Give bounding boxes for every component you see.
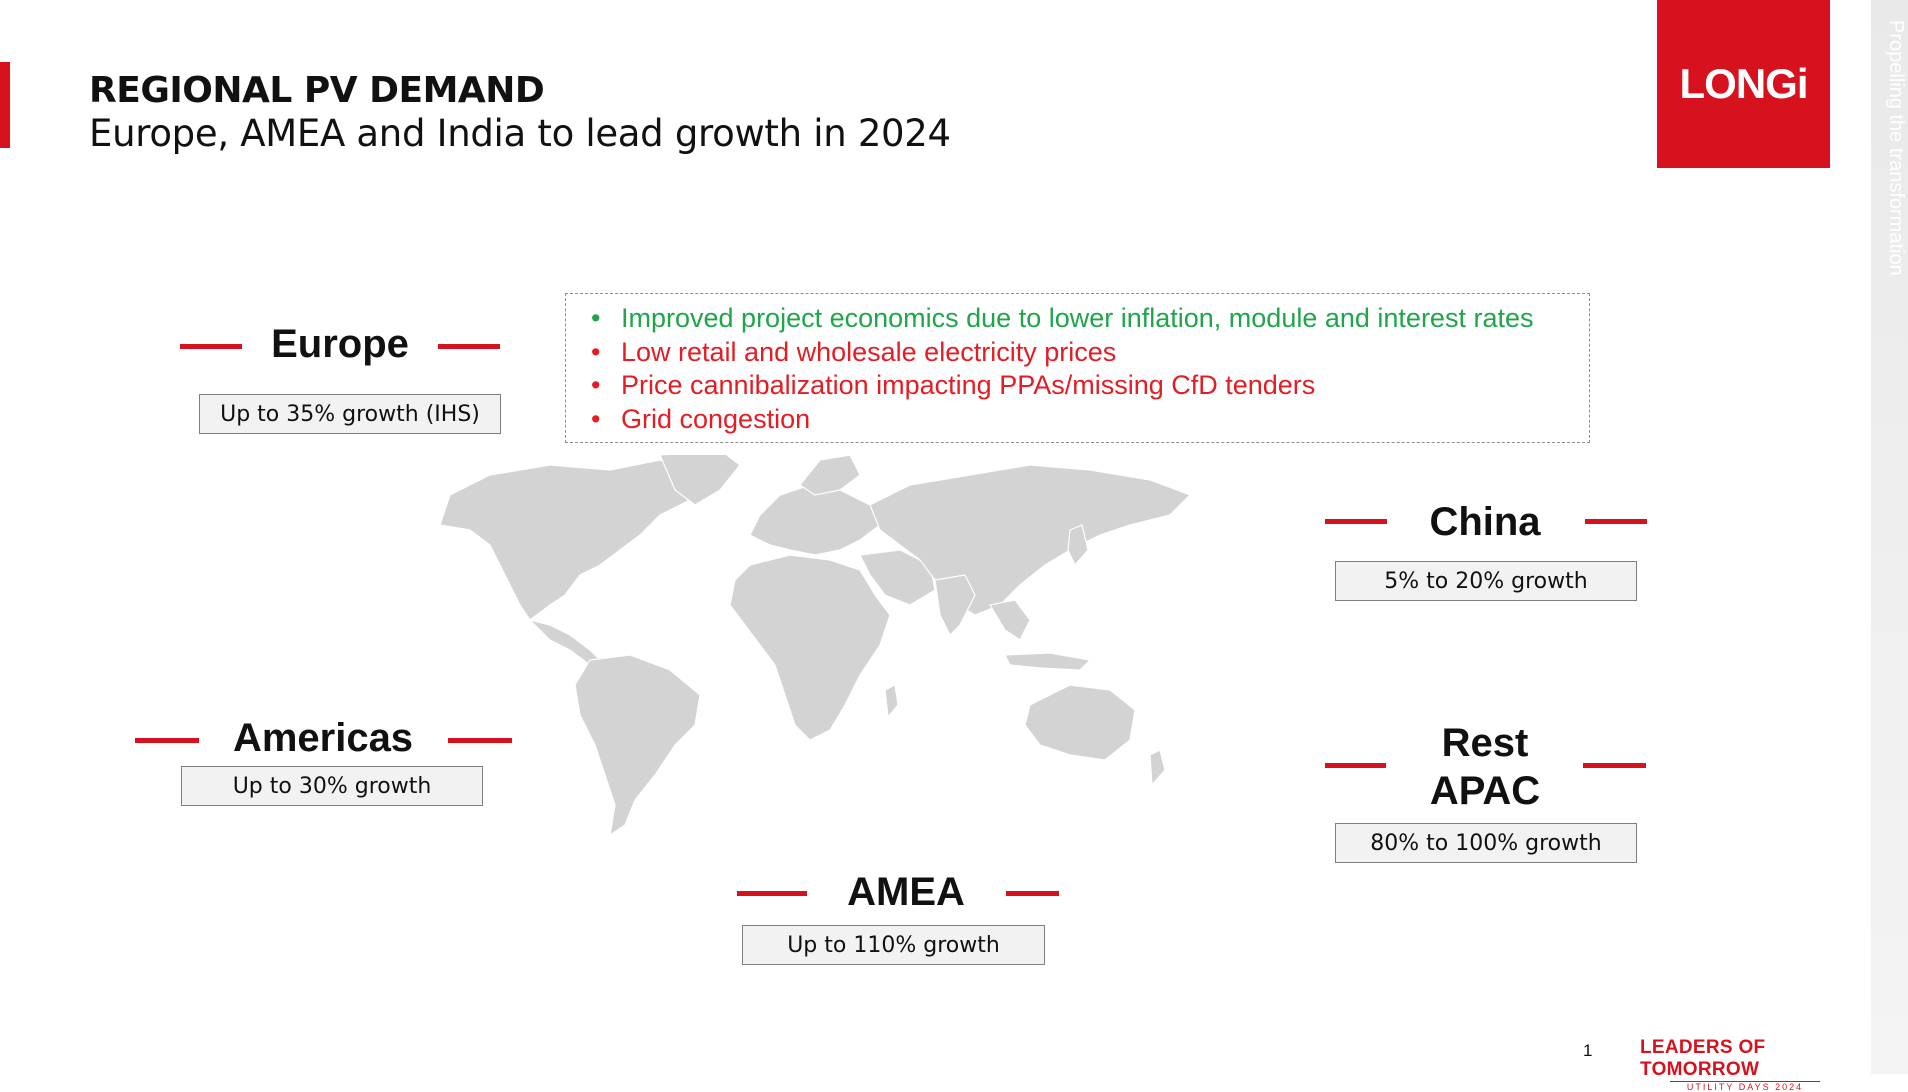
americas-dash-right xyxy=(448,738,512,743)
event-logo-main: LEADERS OF TOMORROW xyxy=(1640,1037,1766,1080)
page-subtitle: Europe, AMEA and India to lead growth in… xyxy=(89,112,951,155)
callout-item: • Grid congestion xyxy=(591,403,811,434)
middle-east-shape xyxy=(859,549,936,606)
amea-dash-right xyxy=(1006,891,1059,896)
region-title-americas: Americas xyxy=(232,716,414,760)
europe-drivers-callout: • Improved project economics due to lower… xyxy=(565,293,1590,443)
americas-dash-left xyxy=(135,738,199,743)
rest-apac-line1: Rest xyxy=(1441,721,1529,765)
side-tagline: Propelling the transformation xyxy=(1885,20,1907,276)
apac-growth-text: 80% to 100% growth xyxy=(1370,830,1602,856)
callout-item: • Improved project economics due to lower… xyxy=(591,303,1534,333)
china-growth-text: 5% to 20% growth xyxy=(1384,568,1588,594)
china-dash-right xyxy=(1585,519,1647,524)
china-dash-left xyxy=(1325,519,1387,524)
madagascar-shape xyxy=(884,684,899,719)
callout-item-text: Low retail and wholesale electricity pri… xyxy=(621,336,1117,367)
central-america-shape xyxy=(528,618,602,666)
region-title-rest-apac: Rest APAC xyxy=(1400,719,1570,815)
callout-item-text: Improved project economics due to lower … xyxy=(621,303,1534,333)
longi-logo: LONGi xyxy=(1657,0,1830,168)
amea-growth-text: Up to 110% growth xyxy=(787,932,1000,958)
china-growth-badge: 5% to 20% growth xyxy=(1335,561,1637,601)
europe-dash-right xyxy=(438,344,500,349)
amea-dash-left xyxy=(737,891,807,896)
north-america-shape xyxy=(439,459,712,621)
event-logo: LEADERS OF TOMORROW UTILITY DAYS 2024 xyxy=(1640,1037,1850,1092)
event-logo-sub: UTILITY DAYS 2024 xyxy=(1670,1081,1820,1092)
europe-growth-badge: Up to 35% growth (IHS) xyxy=(199,394,501,434)
apac-dash-left xyxy=(1325,763,1386,768)
europe-dash-left xyxy=(180,344,242,349)
logo-text: LONGi xyxy=(1679,60,1809,107)
page-number: 1 xyxy=(1583,1041,1593,1060)
japan-shape xyxy=(1067,524,1089,567)
amea-growth-badge: Up to 110% growth xyxy=(742,925,1045,965)
indonesia-shape xyxy=(1004,652,1092,671)
callout-item: • Low retail and wholesale electricity pr… xyxy=(591,336,1117,367)
americas-growth-badge: Up to 30% growth xyxy=(181,766,483,806)
greenland-shape xyxy=(659,455,741,506)
callout-item-text: Price cannibalization impacting PPAs/mis… xyxy=(621,370,1316,400)
new-zealand-shape xyxy=(1149,749,1166,787)
southeast-asia-shape xyxy=(989,599,1031,641)
apac-dash-right xyxy=(1583,763,1646,768)
rest-apac-line2: APAC xyxy=(1429,769,1541,813)
region-title-amea: AMEA xyxy=(847,870,965,914)
americas-growth-text: Up to 30% growth xyxy=(232,773,432,799)
region-title-europe: Europe xyxy=(271,322,409,366)
apac-growth-badge: 80% to 100% growth xyxy=(1335,823,1637,863)
region-title-china: China xyxy=(1429,500,1541,544)
side-strip xyxy=(1871,0,1908,1074)
europe-growth-text: Up to 35% growth (IHS) xyxy=(220,401,480,427)
page-title: REGIONAL PV DEMAND xyxy=(89,70,545,111)
callout-item-text: Grid congestion xyxy=(621,403,811,434)
south-america-shape xyxy=(574,654,701,837)
scandinavia-shape xyxy=(799,455,861,496)
callout-item: • Price cannibalization impacting PPAs/mi… xyxy=(591,370,1316,400)
world-map xyxy=(439,455,1192,837)
accent-bar xyxy=(0,62,10,148)
africa-shape xyxy=(729,554,891,741)
india-shape xyxy=(934,574,976,637)
australia-shape xyxy=(1024,684,1136,761)
